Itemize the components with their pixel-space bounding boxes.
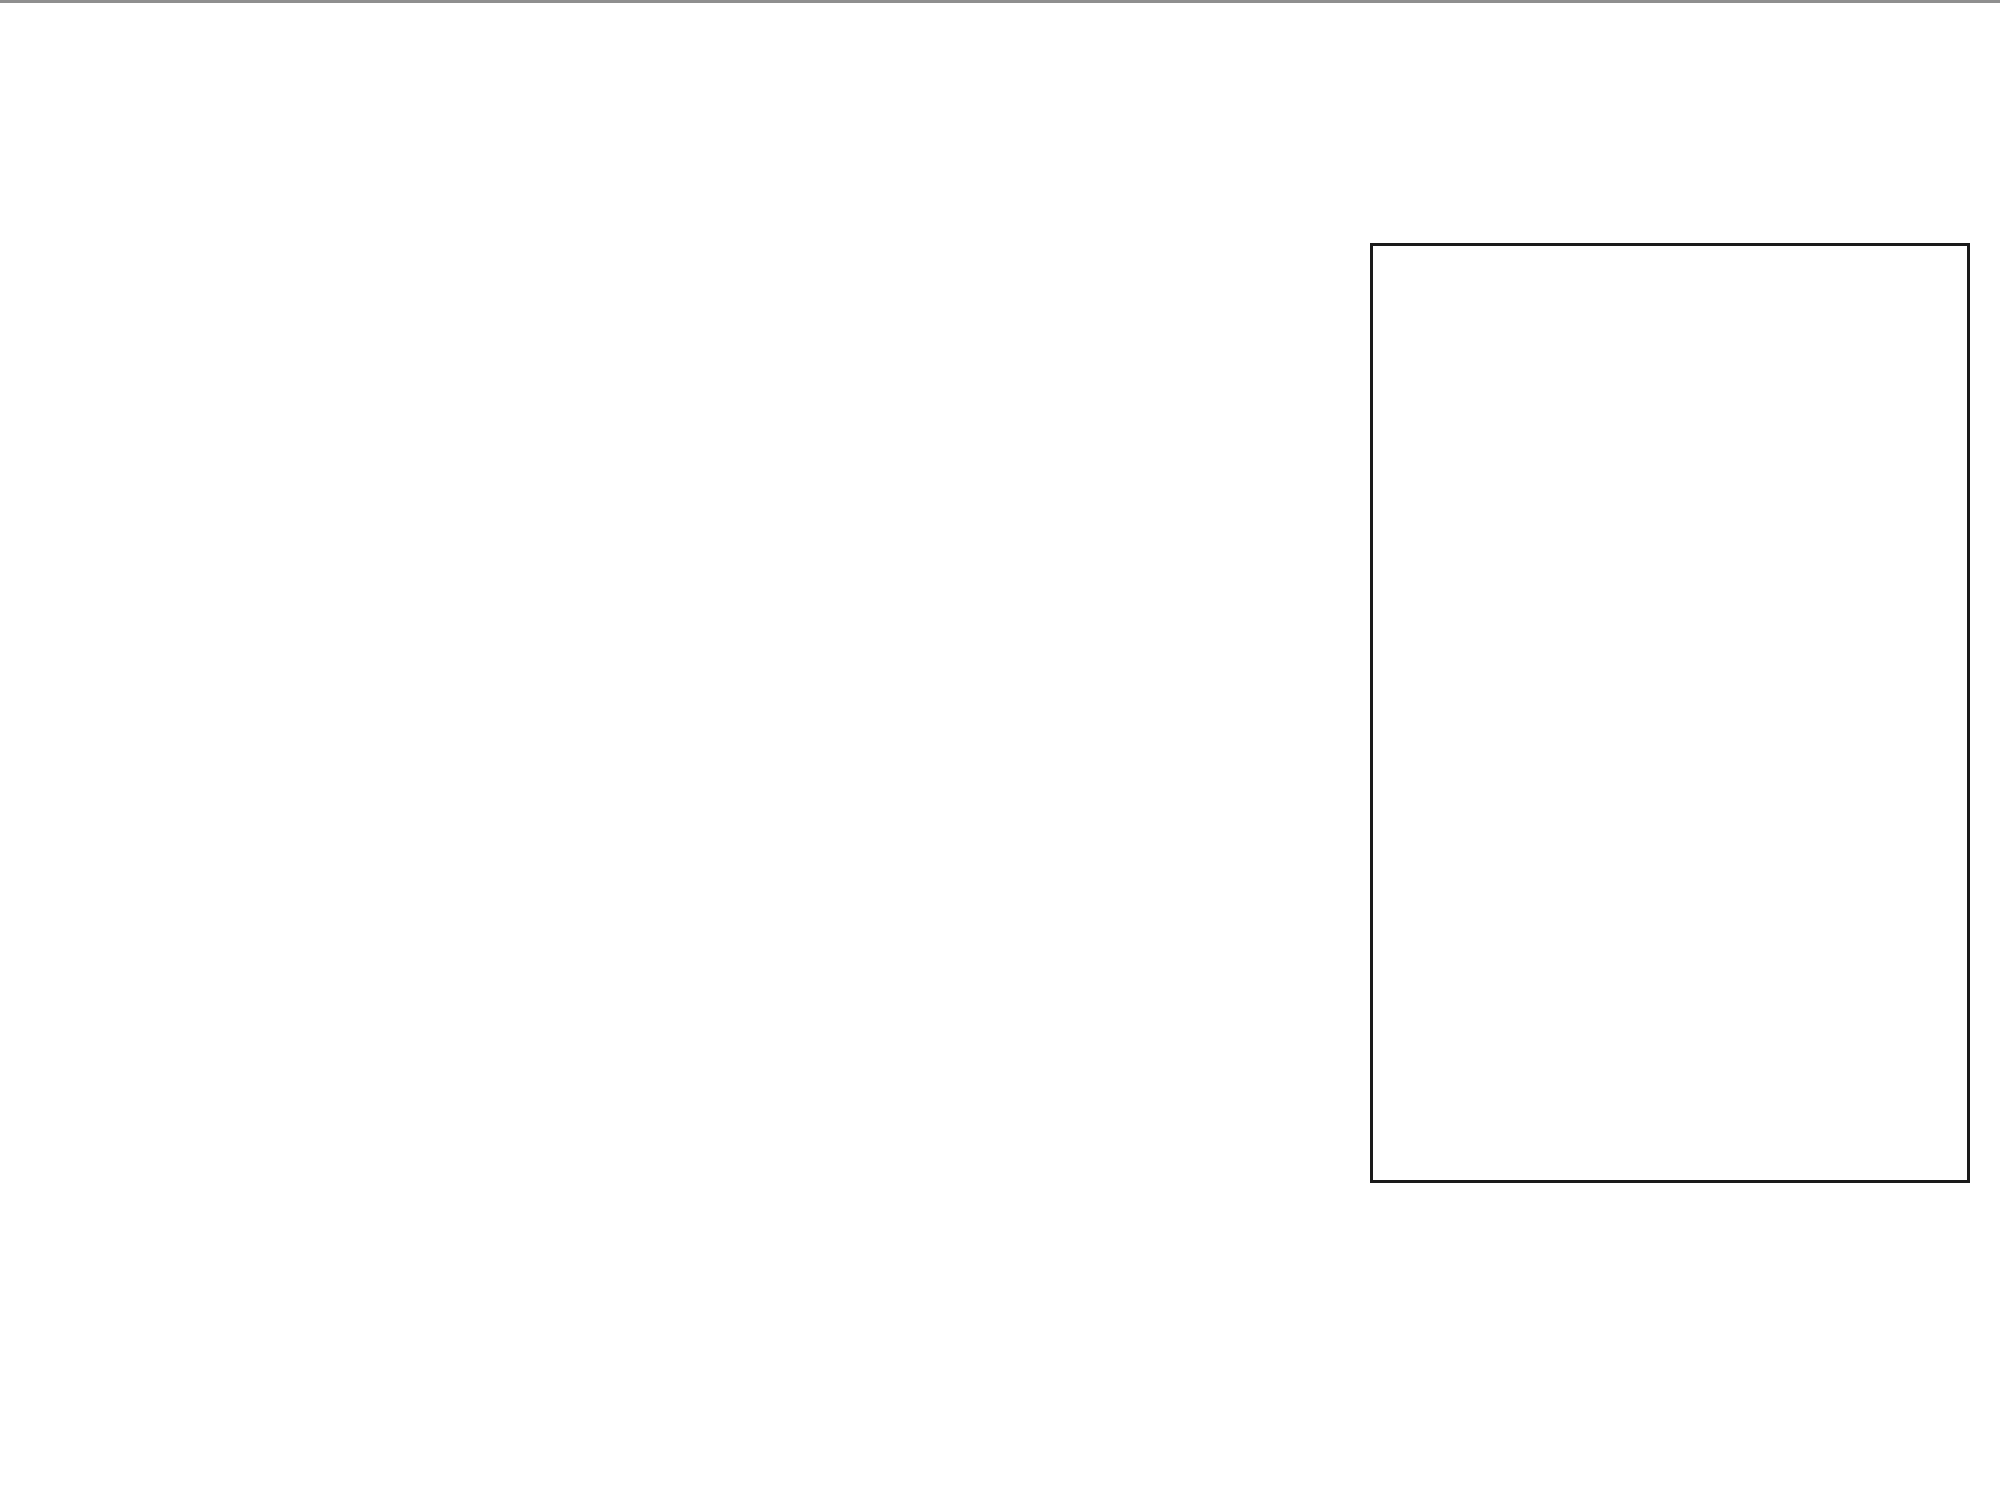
- legend: [30, 20, 630, 46]
- top-divider: [0, 0, 2000, 3]
- stadt-koeln-summary-box: [1370, 243, 1970, 1183]
